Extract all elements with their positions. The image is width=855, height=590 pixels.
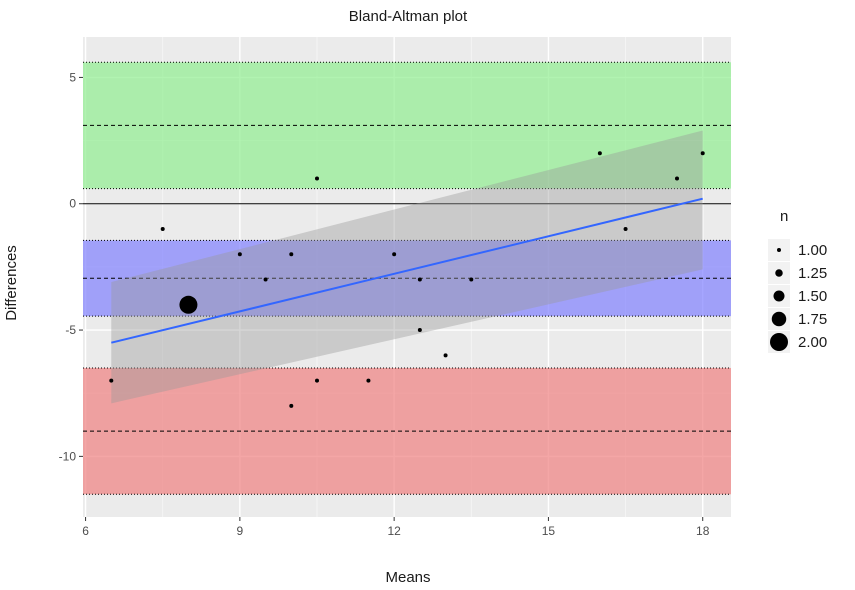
y-axis: 5 0 -5 -10	[59, 70, 83, 463]
data-point	[675, 176, 679, 181]
data-point	[263, 277, 268, 282]
data-point	[160, 227, 165, 231]
data-point	[315, 378, 319, 383]
x-tick-label: 6	[82, 524, 89, 538]
data-point	[366, 378, 371, 383]
legend-title: n	[780, 208, 788, 225]
regression-line	[111, 197, 703, 344]
data-point	[469, 277, 474, 282]
data-point	[109, 378, 114, 383]
data-point	[237, 252, 242, 257]
data-point	[623, 227, 628, 231]
x-tick-label: 15	[542, 524, 556, 538]
legend-key-point	[771, 311, 787, 327]
data-point	[597, 151, 602, 156]
legend-label: 2.00	[798, 334, 827, 351]
x-axis: 6 9 12 15 18	[82, 517, 710, 538]
data-point	[289, 403, 294, 408]
data-point	[179, 295, 198, 314]
data-point	[443, 353, 448, 358]
legend-label: 1.75	[798, 311, 827, 328]
x-axis-title: Means	[385, 569, 430, 586]
legend-label: 1.50	[798, 288, 827, 305]
chart-title: Bland-Altman plot	[349, 8, 468, 25]
legend-key-point	[770, 333, 788, 351]
y-tick-label: 0	[69, 197, 76, 211]
data-point	[392, 252, 397, 257]
legend-label: 1.00	[798, 242, 827, 259]
data-point	[315, 176, 319, 181]
x-tick-label: 12	[387, 524, 401, 538]
legend-key-point	[775, 269, 783, 277]
legend-label: 1.25	[798, 265, 827, 282]
legend: n 1.00 1.25 1.50 1.75 2.00	[768, 208, 827, 353]
data-point	[417, 328, 422, 333]
legend-key-point	[773, 290, 785, 302]
x-tick-label: 18	[696, 524, 710, 538]
y-tick-label: -10	[59, 449, 77, 463]
y-axis-title: Differences	[3, 245, 20, 321]
y-tick-label: 5	[69, 70, 76, 84]
data-point	[417, 277, 422, 282]
data-point	[700, 151, 705, 156]
legend-key-point	[777, 248, 781, 252]
confidence-band	[111, 130, 703, 404]
x-tick-label: 9	[237, 524, 244, 538]
data-point	[289, 252, 294, 257]
y-tick-label: -5	[65, 323, 76, 337]
plot-panel	[83, 37, 731, 517]
